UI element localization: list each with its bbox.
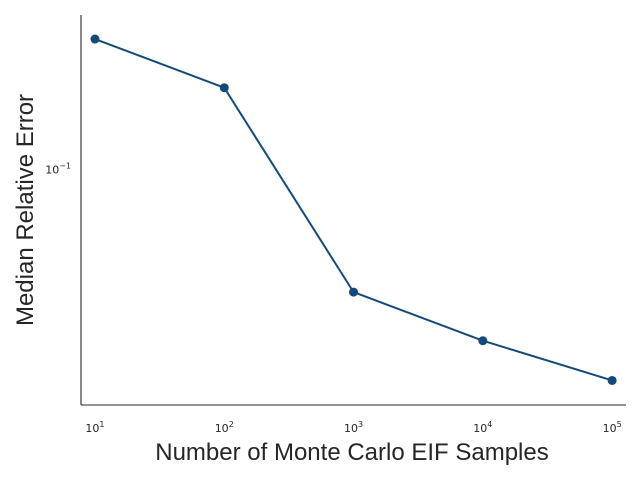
y-tick-exponent: −1 xyxy=(59,162,71,171)
x-tick-labels: 101 102 103 104 105 xyxy=(85,420,621,435)
x-tick-exponent: 4 xyxy=(487,420,492,429)
x-tick-base: 10 xyxy=(85,422,99,435)
x-tick-label: 103 xyxy=(344,420,363,435)
x-axis-label: Number of Monte Carlo EIF Samples xyxy=(155,439,548,466)
y-tick-labels: 10−1 xyxy=(45,162,71,177)
y-tick-base: 10 xyxy=(45,164,59,177)
x-tick-base: 10 xyxy=(603,422,617,435)
x-tick-label: 101 xyxy=(85,420,104,435)
x-tick-base: 10 xyxy=(344,422,358,435)
y-tick-label: 10−1 xyxy=(45,162,71,177)
x-tick-base: 10 xyxy=(215,422,229,435)
x-tick-label: 104 xyxy=(473,420,492,435)
data-point xyxy=(219,83,229,93)
x-tick-exponent: 1 xyxy=(99,420,104,429)
series-layer xyxy=(90,34,617,385)
series-line xyxy=(94,38,613,382)
x-tick-label: 102 xyxy=(215,420,234,435)
x-tick-base: 10 xyxy=(473,422,487,435)
y-axis-label: Median Relative Error xyxy=(12,94,39,326)
data-point xyxy=(90,34,100,44)
data-point xyxy=(607,375,617,385)
x-tick-exponent: 2 xyxy=(229,420,234,429)
data-point xyxy=(478,336,488,346)
x-tick-label: 105 xyxy=(603,420,622,435)
data-point xyxy=(349,287,359,297)
x-tick-exponent: 5 xyxy=(617,420,622,429)
x-tick-exponent: 3 xyxy=(358,420,363,429)
axes-spines xyxy=(80,15,626,406)
